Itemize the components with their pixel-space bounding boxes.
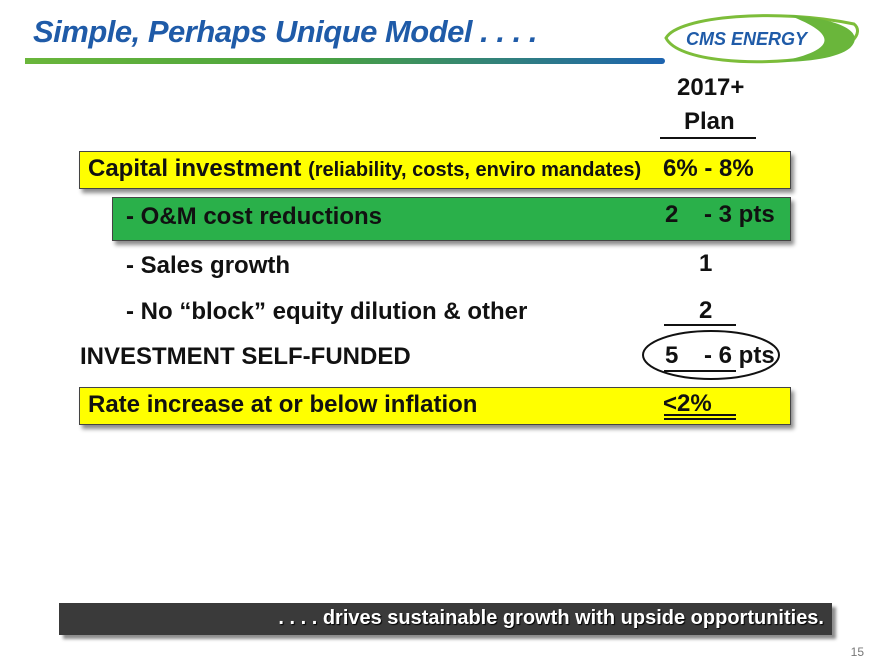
- logo-text: CMS ENERGY: [686, 29, 809, 49]
- om-cost-value-high: - 3 pts: [704, 201, 775, 228]
- title-underline-bar: [25, 58, 665, 64]
- self-funded-value-high: - 6 pts: [704, 342, 775, 369]
- page-title: Simple, Perhaps Unique Model . . . .: [33, 14, 537, 49]
- om-cost-highlight: [112, 197, 791, 241]
- rate-increase-double-underline-bottom: [664, 418, 736, 420]
- capital-investment-note: (reliability, costs, enviro mandates): [308, 159, 642, 181]
- self-funded-circle: [642, 330, 780, 380]
- self-funded-underline: [664, 370, 736, 372]
- column-header-plan: Plan: [684, 108, 735, 135]
- capital-investment-label: Capital investment (reliability, costs, …: [88, 155, 641, 183]
- tagline-text: . . . . drives sustainable growth with u…: [278, 607, 824, 629]
- equity-dilution-underline: [664, 324, 736, 326]
- column-header-year: 2017+: [677, 74, 745, 101]
- equity-dilution-label: - No “block” equity dilution & other: [126, 298, 528, 325]
- sales-growth-label: - Sales growth: [126, 252, 291, 279]
- capital-investment-highlight: [79, 151, 791, 189]
- om-cost-label: - O&M cost reductions: [126, 203, 383, 230]
- equity-dilution-value: 2: [699, 297, 713, 324]
- rate-increase-double-underline-top: [664, 414, 736, 416]
- self-funded-value-low: 5: [665, 342, 679, 369]
- column-header-underline: [660, 137, 756, 139]
- page-number: 15: [850, 645, 864, 659]
- tagline-bar: . . . . drives sustainable growth with u…: [59, 603, 832, 635]
- self-funded-label: INVESTMENT SELF-FUNDED: [80, 343, 411, 370]
- rate-increase-value: <2%: [663, 390, 712, 417]
- rate-increase-label: Rate increase at or below inflation: [88, 391, 478, 418]
- cms-energy-logo: CMS ENERGY: [664, 14, 859, 64]
- sales-growth-value: 1: [699, 250, 713, 277]
- capital-investment-value: 6% - 8%: [663, 155, 754, 182]
- om-cost-value-low: 2: [665, 201, 679, 228]
- capital-investment-text: Capital investment: [88, 155, 302, 182]
